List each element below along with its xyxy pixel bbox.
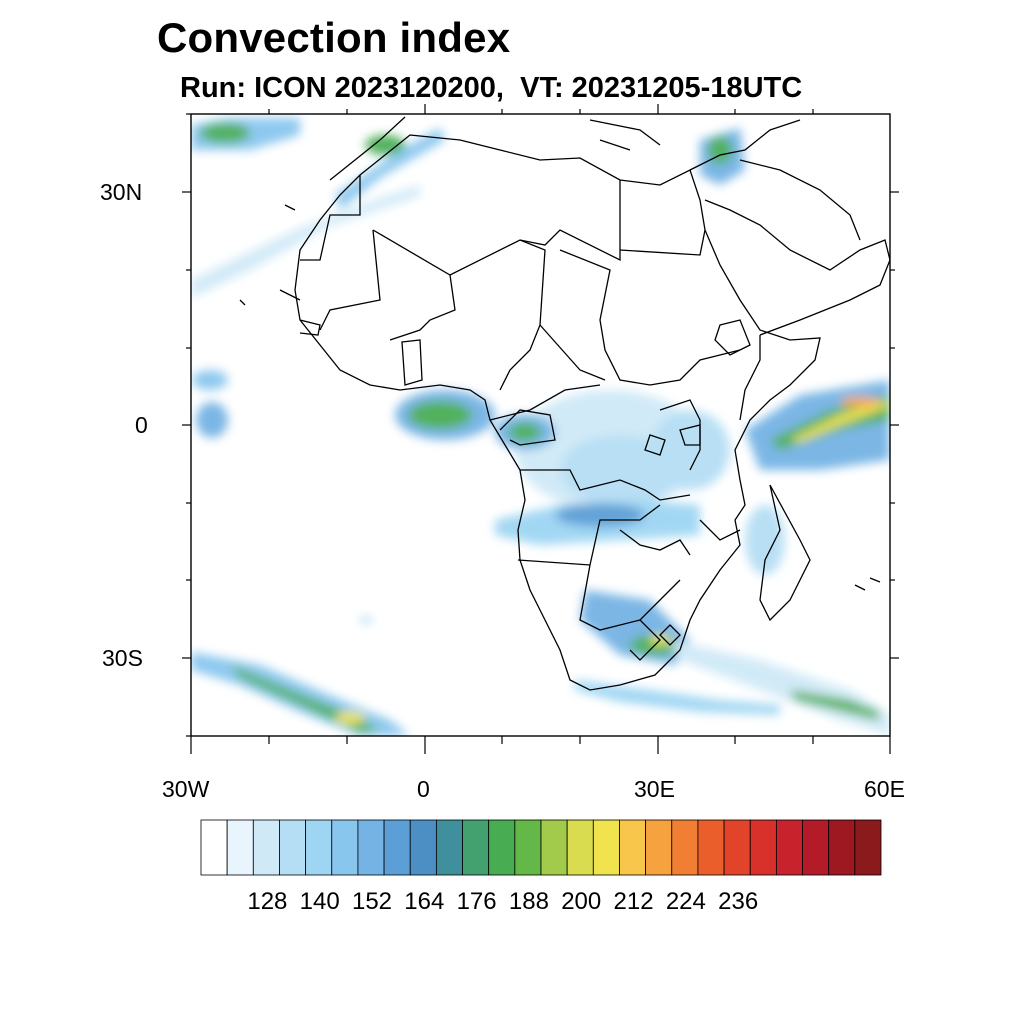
colorbar-label: 176	[456, 888, 497, 915]
lon-label-60e: 60E	[864, 776, 905, 802]
colorbar-label: 236	[718, 888, 759, 915]
axis-ticks	[182, 104, 899, 754]
colorbar-swatch	[514, 819, 542, 876]
colorbar-swatch	[462, 819, 490, 876]
colorbar-label: 164	[404, 888, 445, 915]
colorbar-label: 200	[561, 888, 602, 915]
colorbar-label: 188	[508, 888, 549, 915]
page-title: Convection index	[157, 14, 511, 61]
colorbar-label: 212	[613, 888, 654, 915]
colorbar-swatch	[383, 819, 411, 876]
colorbar-swatch	[854, 819, 882, 876]
lat-label-0: 0	[135, 412, 148, 438]
colorbar-swatch	[671, 819, 699, 876]
colorbar-swatch	[540, 819, 568, 876]
colorbar-swatch	[749, 819, 777, 876]
lon-label-30w: 30W	[162, 776, 210, 802]
colorbar-swatch	[697, 819, 725, 876]
colorbar-swatch	[200, 819, 228, 876]
run-subtitle: Run: ICON 2023120200, VT: 20231205-18UTC	[180, 72, 803, 104]
colorbar-swatch	[279, 819, 307, 876]
lat-label-30s: 30S	[102, 645, 143, 671]
colorbar-label: 140	[299, 888, 340, 915]
colorbar-swatch	[619, 819, 647, 876]
lon-label-0: 0	[417, 776, 430, 802]
colorbar	[200, 819, 882, 876]
coastlines	[239, 116, 890, 691]
lat-label-30n: 30N	[100, 179, 143, 205]
colorbar-swatch	[435, 819, 463, 876]
colorbar-swatch	[305, 819, 333, 876]
colorbar-swatch	[488, 819, 516, 876]
colorbar-swatch	[357, 819, 385, 876]
colorbar-label: 128	[247, 888, 288, 915]
colorbar-swatch	[252, 819, 280, 876]
colorbar-swatch	[775, 819, 803, 876]
lon-label-30e: 30E	[634, 776, 675, 802]
colorbar-swatch	[409, 819, 437, 876]
colorbar-swatch	[802, 819, 830, 876]
colorbar-swatch	[566, 819, 594, 876]
colorbar-swatch	[645, 819, 673, 876]
colorbar-swatch	[723, 819, 751, 876]
colorbar-label: 224	[665, 888, 706, 915]
colorbar-swatch	[226, 819, 254, 876]
colorbar-swatch	[828, 819, 856, 876]
colorbar-swatch	[331, 819, 359, 876]
colorbar-label: 152	[351, 888, 393, 915]
convection-field	[191, 118, 890, 736]
colorbar-swatch	[592, 819, 620, 876]
